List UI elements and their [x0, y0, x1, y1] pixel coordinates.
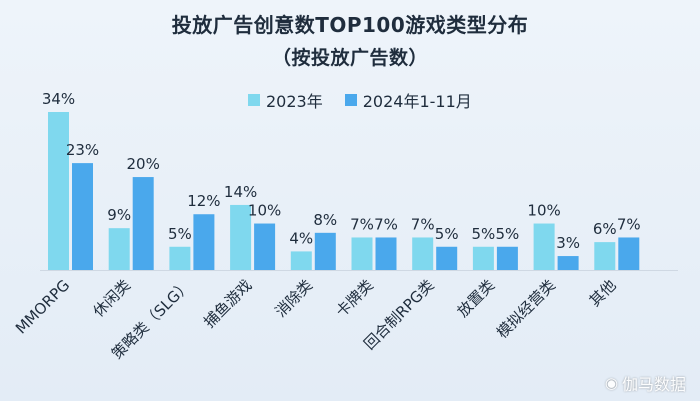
weibo-icon: ◉ — [604, 374, 618, 392]
bar-2023-1 — [108, 228, 130, 270]
legend-label-2024: 2024年1-11月 — [362, 92, 472, 111]
bar-2023-7 — [472, 246, 494, 270]
legend-swatch-2023 — [248, 94, 260, 106]
legend-item-2023: 2023年 — [248, 88, 323, 112]
data-label-2024-6: 5% — [435, 225, 459, 243]
bar-2024-0 — [72, 163, 93, 270]
x-tick-label-5: 卡牌类 — [332, 276, 377, 321]
bar-2023-4 — [290, 251, 312, 270]
watermark: ◉ 伽马数据 — [605, 371, 686, 395]
x-tick-label-1: 休闲类 — [89, 276, 134, 321]
chart-title: 投放广告创意数TOP100游戏类型分布 — [171, 13, 529, 37]
data-label-2023-1: 9% — [107, 206, 131, 224]
data-label-2024-9: 7% — [617, 215, 641, 233]
data-label-2024-7: 5% — [496, 225, 520, 243]
data-label-2023-9: 6% — [593, 220, 617, 238]
bar-2024-9 — [618, 237, 640, 270]
data-label-2024-5: 7% — [374, 215, 398, 233]
bar-2024-5 — [375, 237, 397, 270]
bar-2023-6 — [412, 237, 434, 270]
chart-legend: 2023年 2024年1-11月 — [248, 88, 494, 112]
bar-2024-2 — [193, 214, 215, 270]
data-label-2024-1: 20% — [127, 155, 160, 173]
data-label-2024-2: 12% — [187, 192, 220, 210]
bar-2023-2 — [169, 246, 191, 270]
bar-2023-5 — [351, 237, 373, 270]
watermark-text: 伽马数据 — [621, 375, 686, 394]
data-label-2023-2: 5% — [168, 225, 192, 243]
x-tick-label-3: 捕鱼游戏 — [200, 276, 255, 331]
legend-swatch-2024 — [344, 94, 357, 106]
bar-2023-0 — [48, 112, 69, 270]
data-label-2023-5: 7% — [350, 215, 374, 233]
data-label-2023-6: 7% — [411, 215, 435, 233]
bar-2024-4 — [314, 232, 336, 270]
bar-2024-1 — [132, 177, 154, 270]
x-tick-label-4: 消除类 — [272, 276, 317, 321]
data-label-2023-8: 10% — [527, 202, 560, 220]
bar-2024-6 — [436, 246, 458, 270]
x-tick-label-0: MMORPG — [12, 276, 73, 337]
bar-2024-3 — [254, 223, 276, 270]
chart-subtitle: （按投放广告数） — [271, 47, 428, 69]
x-tick-label-8: 模拟经营类 — [493, 276, 559, 342]
bar-2024-7 — [496, 246, 518, 270]
legend-item-2024: 2024年1-11月 — [344, 88, 472, 112]
bar-2023-3 — [230, 204, 252, 270]
x-tick-label-7: 放置类 — [454, 276, 499, 321]
data-label-2024-8: 3% — [556, 234, 580, 252]
data-label-2023-4: 4% — [289, 229, 313, 247]
data-label-2023-7: 5% — [472, 225, 496, 243]
data-label-2024-0: 23% — [66, 141, 99, 159]
data-label-2023-0: 34% — [42, 90, 75, 108]
x-tick-label-9: 其他 — [586, 276, 620, 310]
data-label-2023-3: 14% — [224, 183, 257, 201]
data-label-2024-3: 10% — [248, 202, 281, 220]
data-label-2024-4: 8% — [313, 211, 337, 229]
bar-2023-9 — [594, 242, 616, 270]
bar-2024-8 — [557, 256, 579, 270]
legend-label-2023: 2023年 — [266, 92, 323, 111]
bar-2023-8 — [533, 223, 555, 270]
